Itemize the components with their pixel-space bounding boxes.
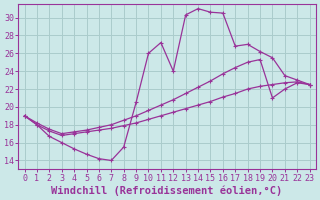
X-axis label: Windchill (Refroidissement éolien,°C): Windchill (Refroidissement éolien,°C) <box>52 185 283 196</box>
